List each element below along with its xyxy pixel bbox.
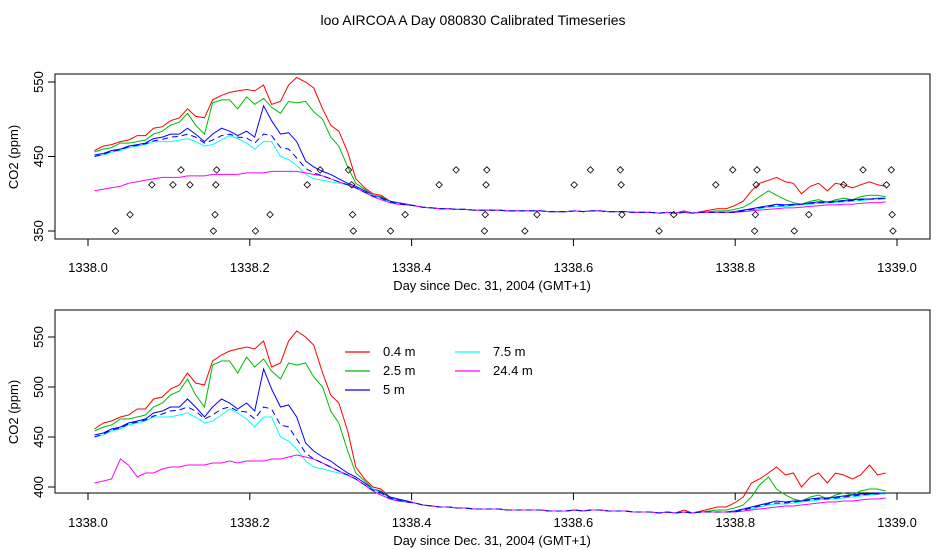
legend-label: 5 m: [383, 382, 405, 397]
diamond-marker: [386, 227, 395, 235]
diamond-marker: [882, 181, 891, 189]
diamond-marker: [859, 166, 867, 174]
diamond-marker: [483, 166, 491, 174]
diamond-marker: [266, 210, 274, 219]
series-line-dashed: [94, 406, 886, 514]
diamond-marker: [211, 210, 219, 219]
y-tick-label: 550: [31, 326, 46, 348]
diamond-marker: [616, 166, 625, 174]
x-tick-label: 1339.0: [877, 515, 917, 530]
diamond-marker: [889, 227, 897, 235]
figure-title: loo AIRCOA A Day 080830 Calibrated Times…: [320, 12, 625, 28]
legend-label: 2.5 m: [383, 363, 416, 378]
diamond-marker: [751, 210, 760, 219]
series-line-5-mm: [94, 367, 886, 514]
diamond-marker: [177, 166, 185, 174]
bottom-y-ticks: 400 450 500 550: [31, 326, 56, 498]
diamond-marker: [729, 166, 737, 174]
diamond-marker: [401, 210, 409, 219]
diamond-marker: [348, 210, 357, 219]
diamond-marker: [712, 181, 720, 189]
diamond-marker: [347, 181, 356, 189]
diamond-marker: [887, 166, 896, 174]
diamond-marker: [521, 227, 529, 235]
series-line-dashed: [94, 133, 886, 214]
diamond-marker: [655, 227, 663, 235]
diamond-marker: [316, 166, 324, 174]
top-panel-box: [54, 73, 931, 240]
diamond-marker: [435, 181, 443, 189]
diamond-marker: [452, 166, 460, 174]
bottom-x-axis-label: Day since Dec. 31, 2004 (GMT+1): [393, 533, 591, 548]
x-tick-label: 1338.6: [554, 515, 594, 530]
diamond-marker: [586, 166, 595, 174]
diamond-marker: [888, 210, 896, 219]
x-tick-label: 1338.2: [230, 515, 270, 530]
series-line-7-5-mm: [94, 408, 886, 514]
bottom-plot-area: [94, 330, 886, 514]
x-tick-label: 1338.4: [392, 515, 432, 530]
series-line-0-4-mm: [94, 330, 886, 514]
diamond-marker: [212, 166, 221, 174]
x-tick-label: 1338.0: [68, 515, 108, 530]
top-panel: 1338.0 1338.2 1338.4 1338.6 1338.8 1339.0 350…: [6, 71, 931, 293]
diamond-marker: [148, 181, 156, 189]
diamond-marker: [303, 181, 312, 189]
x-tick-label: 1338.6: [554, 260, 594, 275]
diamond-marker: [349, 227, 358, 235]
diamond-marker: [126, 210, 134, 219]
x-tick-label: 1338.2: [230, 260, 270, 275]
series-line-0-4-mm: [94, 76, 886, 214]
diamond-marker: [753, 166, 761, 174]
diamond-marker: [169, 181, 177, 189]
x-tick-label: 1338.0: [68, 260, 108, 275]
diamond-marker: [209, 227, 218, 235]
top-y-ticks: 350 450 550: [31, 71, 56, 242]
y-tick-label: 550: [31, 71, 46, 93]
y-tick-label: 450: [31, 146, 46, 168]
series-line-2-5-mm: [94, 356, 886, 514]
legend-label: 24.4 m: [493, 363, 533, 378]
y-tick-label: 400: [31, 476, 46, 498]
series-line-2-5-mm: [94, 96, 886, 214]
diamond-marker: [480, 227, 489, 235]
diamond-marker: [805, 210, 813, 219]
diamond-marker: [570, 181, 578, 189]
diamond-marker: [750, 227, 759, 235]
y-tick-label: 500: [31, 376, 46, 398]
diamond-marker: [617, 181, 625, 189]
diamond-marker: [839, 181, 848, 189]
diamond-marker: [752, 181, 760, 189]
x-tick-label: 1338.8: [715, 260, 755, 275]
bottom-panel: 1338.0 1338.2 1338.4 1338.6 1338.8 1339.0 400…: [6, 309, 931, 548]
diamond-marker: [790, 227, 799, 235]
diamond-marker: [669, 210, 678, 219]
y-tick-label: 450: [31, 426, 46, 448]
diamond-marker: [251, 227, 260, 235]
x-tick-label: 1339.0: [877, 260, 917, 275]
diamond-marker: [186, 181, 194, 189]
diamond-marker: [481, 210, 489, 219]
diamond-marker: [533, 210, 541, 219]
x-tick-label: 1338.8: [715, 515, 755, 530]
top-plot-area: [94, 76, 897, 235]
top-x-ticks: 1338.0 1338.2 1338.4 1338.6 1338.8 1339.0: [68, 238, 917, 275]
top-y-axis-label: CO2 (ppm): [6, 125, 21, 189]
legend-label: 0.4 m: [383, 344, 416, 359]
diamond-marker: [618, 210, 626, 219]
top-x-axis-label: Day since Dec. 31, 2004 (GMT+1): [393, 278, 591, 293]
diamond-marker: [212, 181, 220, 189]
legend: 0.4 m 2.5 m 5 m 7.5 m 24.4 m: [345, 344, 533, 397]
diamond-marker: [482, 181, 490, 189]
bottom-x-ticks: 1338.0 1338.2 1338.4 1338.6 1338.8 1339.0: [68, 492, 917, 530]
series-line-5-mm: [94, 104, 886, 214]
legend-label: 7.5 m: [493, 344, 526, 359]
diamond-marker: [344, 166, 353, 174]
bottom-y-axis-label: CO2 (ppm): [6, 380, 21, 444]
x-tick-label: 1338.4: [392, 260, 432, 275]
y-tick-label: 350: [31, 220, 46, 242]
diamond-marker: [111, 227, 120, 235]
